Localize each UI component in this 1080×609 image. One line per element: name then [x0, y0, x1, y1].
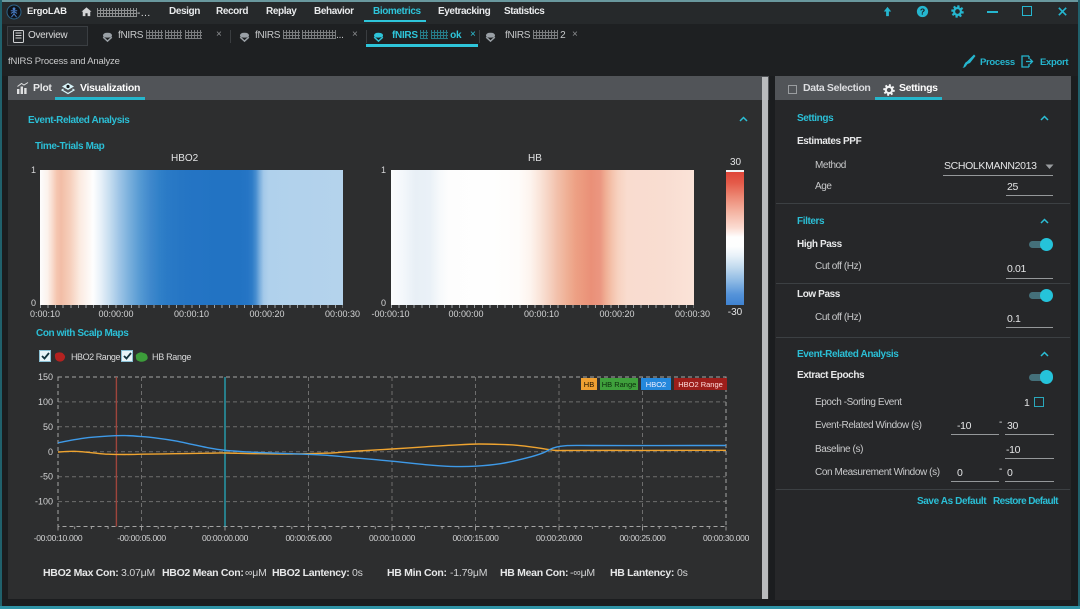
svg-text:00:00:20.000: 00:00:20.000 [536, 533, 583, 543]
svg-text:00:00:05.000: 00:00:05.000 [285, 533, 332, 543]
svg-text:-00:00:10.000: -00:00:10.000 [34, 533, 83, 543]
svg-text:50: 50 [43, 422, 53, 432]
svg-text:00:00:25.000: 00:00:25.000 [619, 533, 666, 543]
svg-text:-50: -50 [40, 472, 53, 482]
svg-text:0: 0 [48, 447, 53, 457]
svg-text:-100: -100 [35, 497, 53, 507]
svg-text:00:00:00.000: 00:00:00.000 [202, 533, 249, 543]
svg-text:-00:00:05.000: -00:00:05.000 [117, 533, 166, 543]
svg-text:150: 150 [38, 372, 53, 382]
svg-text:HBO2: HBO2 [646, 380, 666, 389]
svg-text:HBO2 Range: HBO2 Range [678, 380, 723, 389]
svg-text:00:00:30.000: 00:00:30.000 [703, 533, 750, 543]
svg-text:00:00:10.000: 00:00:10.000 [369, 533, 416, 543]
svg-text:?: ? [920, 7, 925, 17]
svg-text:HB Range: HB Range [602, 380, 637, 389]
svg-text:100: 100 [38, 397, 53, 407]
svg-text:HB: HB [584, 380, 594, 389]
svg-text:00:00:15.000: 00:00:15.000 [452, 533, 499, 543]
